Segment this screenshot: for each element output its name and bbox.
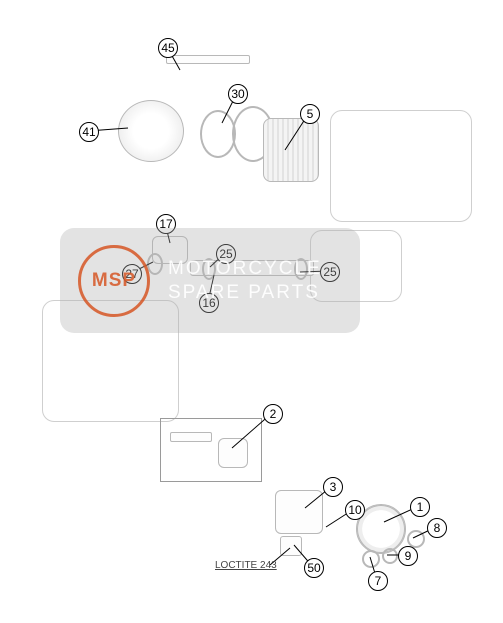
bolt-50 xyxy=(280,536,302,556)
diagram-stage: 454130517272525162310150978 LOCTITE 243 … xyxy=(0,0,503,623)
callout-7: 7 xyxy=(368,571,388,591)
callout-num: 2 xyxy=(263,404,283,424)
note-loctite: LOCTITE 243 xyxy=(215,560,277,571)
msp-logo: MSP xyxy=(78,245,150,317)
callout-9: 9 xyxy=(398,546,418,566)
callout-num: 7 xyxy=(368,571,388,591)
watermark-line2: SPARE PARTS xyxy=(168,281,322,305)
callout-num: 1 xyxy=(410,497,430,517)
callout-num: 3 xyxy=(323,477,343,497)
screw-45 xyxy=(166,55,250,64)
callout-41: 41 xyxy=(79,122,99,142)
callout-50: 50 xyxy=(304,558,324,578)
washer-9 xyxy=(382,548,398,564)
callout-1: 1 xyxy=(410,497,430,517)
callout-2: 2 xyxy=(263,404,283,424)
watermark-line1: MOTORCYCLE xyxy=(168,257,322,281)
callout-num: 45 xyxy=(158,38,178,58)
engine-outline xyxy=(330,110,472,222)
callout-num: 50 xyxy=(304,558,324,578)
callout-30: 30 xyxy=(228,84,248,104)
callout-5: 5 xyxy=(300,104,320,124)
cover-41 xyxy=(118,100,184,162)
callout-num: 8 xyxy=(427,518,447,538)
oring-30a xyxy=(200,110,236,158)
callout-num: 30 xyxy=(228,84,248,104)
callout-45: 45 xyxy=(158,38,178,58)
callout-num: 10 xyxy=(345,500,365,520)
filter-5 xyxy=(263,118,319,182)
kit-box-2 xyxy=(160,418,262,482)
plate-3 xyxy=(275,490,323,534)
callout-3: 3 xyxy=(323,477,343,497)
callout-num: 9 xyxy=(398,546,418,566)
callout-8: 8 xyxy=(427,518,447,538)
callout-num: 5 xyxy=(300,104,320,124)
watermark-text: MOTORCYCLE SPARE PARTS xyxy=(168,257,322,305)
watermark-panel: MSP MOTORCYCLE SPARE PARTS xyxy=(60,228,360,333)
callout-10: 10 xyxy=(345,500,365,520)
callout-num: 41 xyxy=(79,122,99,142)
washer-7 xyxy=(362,550,380,568)
